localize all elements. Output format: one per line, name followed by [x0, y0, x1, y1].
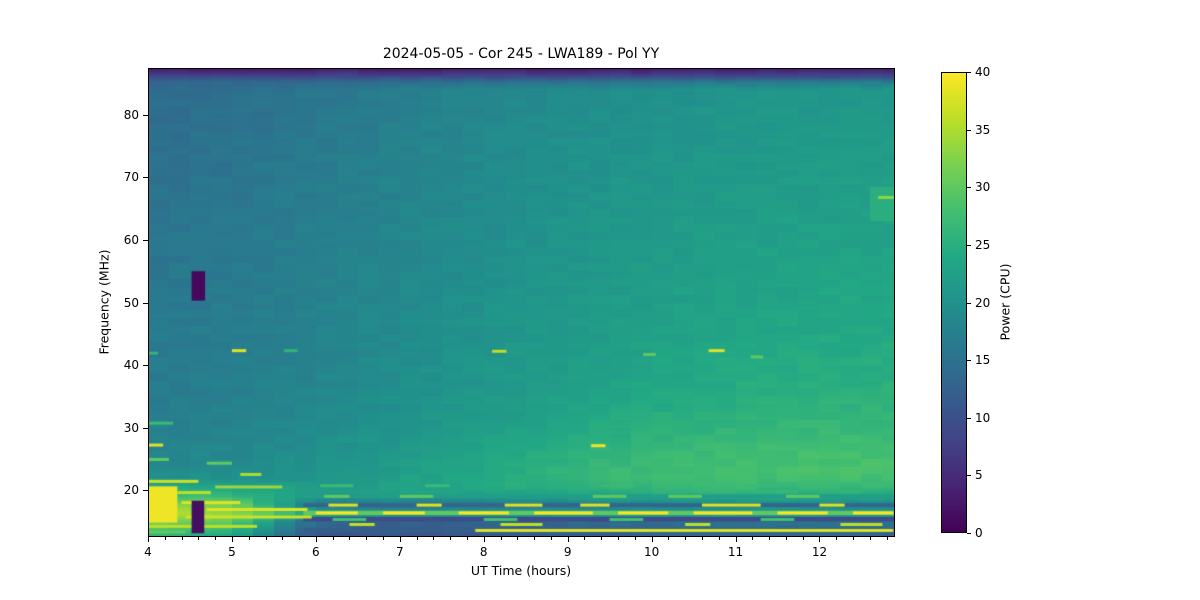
x-minor-tick: [248, 537, 250, 540]
x-minor-tick: [752, 537, 754, 540]
x-minor-tick: [550, 537, 552, 540]
x-minor-tick: [869, 537, 871, 540]
x-major-tick: [148, 537, 149, 542]
x-tick-label: 8: [479, 545, 488, 559]
x-tick-label: 12: [811, 545, 828, 559]
y-tick-label: 30: [123, 420, 139, 435]
y-axis-label: Frequency (MHz): [96, 249, 112, 355]
x-minor-tick: [466, 537, 468, 540]
colorbar-tick: [967, 302, 971, 304]
x-minor-tick: [450, 537, 452, 540]
x-minor-tick: [886, 537, 888, 540]
x-major-tick: [231, 537, 233, 542]
x-minor-tick: [366, 537, 368, 540]
x-major-tick: [735, 537, 737, 542]
x-minor-tick: [383, 537, 384, 540]
x-tick-label: 6: [312, 545, 320, 559]
colorbar-tick-label: 10: [975, 410, 991, 425]
x-minor-tick: [685, 537, 687, 540]
x-tick-label: 5: [228, 545, 236, 559]
x-axis-label: UT Time (hours): [470, 563, 572, 578]
colorbar-tick: [967, 360, 971, 362]
x-minor-tick: [618, 537, 620, 540]
x-minor-tick: [332, 537, 334, 540]
y-major-tick: [143, 177, 148, 179]
x-major-tick: [819, 537, 821, 542]
y-tick-label: 70: [123, 170, 139, 185]
y-major-tick: [143, 239, 148, 241]
y-tick-label: 50: [123, 295, 139, 310]
x-tick-label: 10: [643, 545, 660, 559]
x-major-tick: [651, 537, 653, 542]
spectrogram-heatmap: [148, 68, 895, 537]
colorbar-tick-label: 30: [975, 180, 991, 195]
x-minor-tick: [517, 537, 519, 540]
colorbar-tick: [967, 244, 971, 246]
y-major-tick: [143, 365, 148, 367]
x-tick-label: 4: [144, 545, 152, 559]
colorbar-tick-label: 15: [975, 353, 991, 368]
x-minor-tick: [718, 537, 720, 540]
colorbar-tick: [967, 72, 971, 73]
x-tick-label: 11: [727, 545, 744, 559]
x-minor-tick: [769, 537, 771, 540]
colorbar-tick-label: 20: [975, 295, 991, 310]
colorbar: [941, 72, 967, 533]
x-minor-tick: [265, 537, 267, 540]
colorbar-tick: [967, 187, 971, 189]
x-tick-label: 9: [563, 545, 572, 559]
x-minor-tick: [416, 537, 418, 540]
x-minor-tick: [282, 537, 284, 540]
colorbar-tick-label: 0: [975, 526, 983, 540]
colorbar-tick-label: 35: [975, 122, 991, 137]
y-tick-label: 40: [123, 358, 139, 373]
colorbar-tick: [967, 475, 971, 477]
y-tick-label: 80: [123, 107, 139, 122]
y-major-tick: [143, 302, 148, 304]
colorbar-tick: [967, 533, 971, 534]
x-minor-tick: [853, 537, 855, 540]
colorbar-label: Power (CPU): [997, 263, 1013, 341]
y-major-tick: [143, 427, 148, 429]
plot-title: 2024-05-05 - Cor 245 - LWA189 - Pol YY: [382, 46, 660, 62]
colorbar-tick: [967, 417, 971, 419]
x-minor-tick: [433, 537, 435, 540]
colorbar-tick: [967, 129, 971, 131]
x-major-tick: [399, 537, 401, 542]
colorbar-tick-label: 5: [975, 468, 983, 483]
x-major-tick: [567, 537, 569, 542]
x-minor-tick: [215, 537, 217, 540]
y-major-tick: [143, 114, 148, 116]
x-minor-tick: [198, 537, 200, 540]
x-minor-tick: [601, 537, 603, 540]
x-major-tick: [315, 537, 317, 542]
x-minor-tick: [701, 537, 703, 540]
x-minor-tick: [299, 537, 301, 540]
y-tick-label: 20: [123, 483, 139, 498]
x-minor-tick: [785, 537, 787, 540]
x-minor-tick: [164, 537, 166, 540]
colorbar-tick-label: 25: [975, 237, 991, 252]
y-major-tick: [143, 490, 148, 492]
x-minor-tick: [500, 537, 502, 540]
x-minor-tick: [668, 537, 670, 540]
x-minor-tick: [634, 537, 636, 540]
x-minor-tick: [802, 537, 804, 540]
x-major-tick: [483, 537, 485, 542]
y-tick-label: 60: [123, 232, 139, 247]
x-minor-tick: [181, 537, 183, 540]
x-tick-label: 7: [395, 545, 404, 559]
colorbar-tick-label: 40: [975, 65, 991, 79]
x-minor-tick: [836, 537, 838, 540]
x-minor-tick: [349, 537, 351, 540]
x-minor-tick: [534, 537, 536, 540]
x-minor-tick: [584, 537, 586, 540]
